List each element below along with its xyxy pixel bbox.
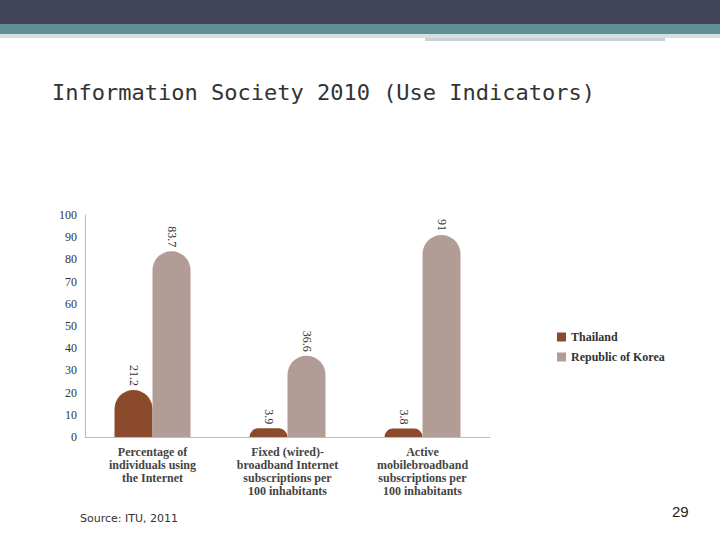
svg-text:broadband Internet: broadband Internet [237,458,338,472]
svg-text:30: 30 [65,363,77,377]
svg-text:80: 80 [65,252,77,266]
svg-text:40: 40 [65,341,77,355]
svg-text:Percentage of: Percentage of [118,445,188,459]
svg-text:the Internet: the Internet [122,471,183,485]
svg-text:90: 90 [65,230,77,244]
svg-text:50: 50 [65,319,77,333]
svg-text:100 inhabitants: 100 inhabitants [383,484,462,498]
svg-text:70: 70 [65,275,77,289]
svg-text:100: 100 [59,208,77,222]
html-text:29: 29 [672,503,689,520]
html-text:Information Society 2010 (Use: Information Society 2010 (Use Indicators… [52,80,596,105]
svg-text:Thailand: Thailand [571,330,618,344]
svg-text:subscriptions per: subscriptions per [378,471,467,485]
svg-text:3.8: 3.8 [397,410,411,425]
svg-text:subscriptions per: subscriptions per [243,471,332,485]
svg-text:mobilebroadband: mobilebroadband [377,458,468,472]
html-text:Source: ITU, 2011: Source: ITU, 2011 [80,512,178,525]
svg-text:100 inhabitants: 100 inhabitants [248,484,327,498]
svg-text:Active: Active [406,445,439,459]
svg-text:Republic of Korea: Republic of Korea [571,350,665,364]
svg-text:3.9: 3.9 [262,409,276,424]
svg-text:83.7: 83.7 [165,226,179,247]
svg-text:20: 20 [65,386,77,400]
svg-text:60: 60 [65,297,77,311]
svg-text:36.6: 36.6 [300,331,314,352]
svg-text:10: 10 [65,408,77,422]
svg-text:individuals using: individuals using [109,458,196,472]
svg-text:91: 91 [435,219,449,231]
svg-text:Fixed (wired)-: Fixed (wired)- [251,445,324,459]
svg-text:21.2: 21.2 [127,365,141,386]
svg-text:0: 0 [71,430,77,444]
